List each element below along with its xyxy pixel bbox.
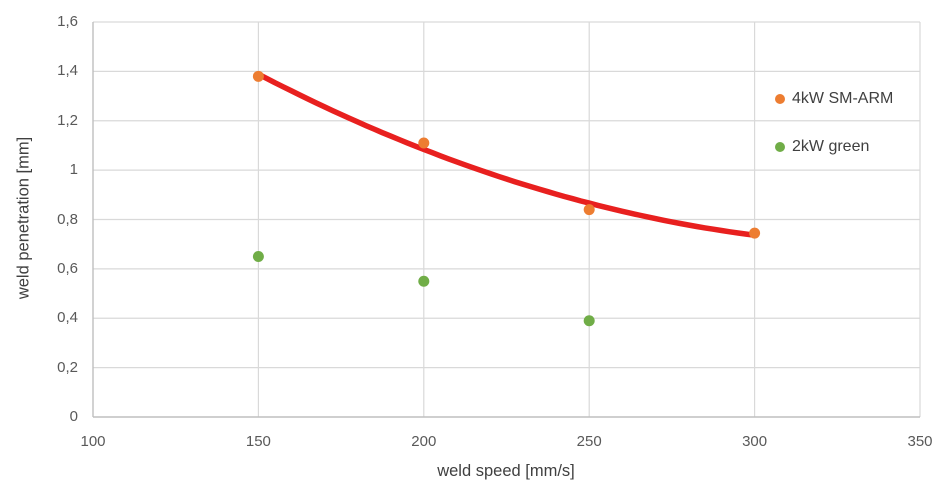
- y-tick-label: 0,4: [57, 309, 78, 327]
- y-tick-label: 1: [69, 161, 78, 179]
- data-point-series-1[interactable]: [252, 251, 264, 263]
- y-tick-label: 1,2: [57, 111, 78, 129]
- y-tick-label: 0,8: [57, 210, 78, 228]
- y-tick-label: 1,4: [57, 62, 78, 80]
- legend-label-4kw-sm-arm: 4kW SM-ARM: [792, 90, 894, 107]
- x-tick-label: 250: [576, 433, 602, 450]
- data-point-series-0[interactable]: [418, 137, 430, 149]
- legend-label-2kw-green: 2kW green: [792, 138, 870, 155]
- orange-dot-icon: [775, 94, 785, 104]
- data-point-series-0[interactable]: [583, 204, 595, 216]
- y-tick-label: 0,2: [57, 358, 78, 376]
- legend-entry-2kw-green[interactable]: 2kW green: [775, 137, 893, 157]
- data-point-series-0[interactable]: [749, 227, 761, 239]
- green-dot-icon: [775, 142, 785, 152]
- y-tick-label: 0: [69, 408, 78, 425]
- x-tick-label: 350: [907, 433, 933, 450]
- y-tick-label: 1,6: [57, 13, 78, 30]
- trendline: [255, 71, 758, 238]
- x-tick-label: 200: [411, 433, 437, 450]
- x-axis-title: weld speed [mm/s]: [437, 462, 575, 480]
- data-point-series-1[interactable]: [418, 275, 430, 287]
- y-axis-title: weld penetration [mm]: [14, 136, 33, 300]
- legend: 4kW SM-ARM 2kW green: [775, 89, 893, 157]
- y-tick-label: 0,6: [57, 259, 78, 277]
- legend-entry-4kw-sm-arm[interactable]: 4kW SM-ARM: [775, 89, 893, 109]
- x-tick-label: 300: [742, 433, 768, 450]
- x-tick-label: 150: [245, 433, 271, 450]
- data-point-series-0[interactable]: [252, 70, 264, 82]
- x-tick-label: 100: [80, 433, 106, 450]
- data-point-series-1[interactable]: [583, 315, 595, 327]
